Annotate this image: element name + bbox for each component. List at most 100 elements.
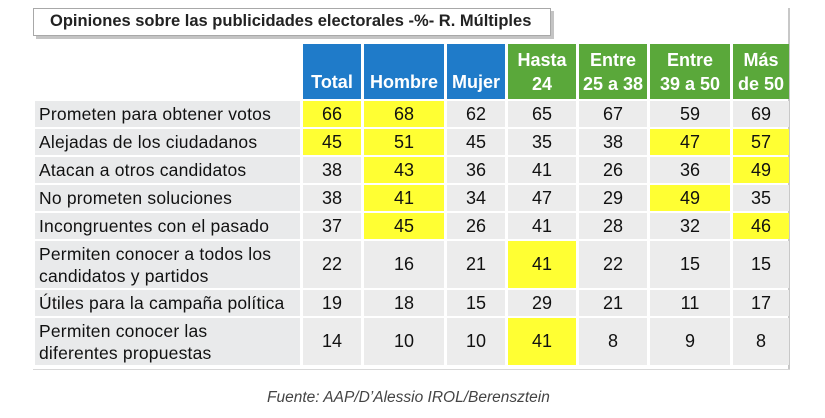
table-row: Útiles para la campaña política 19 18 15 29 2…: [35, 290, 789, 316]
column-header-line: 25 a 38: [582, 73, 644, 94]
value-cell-highlighted: 57: [733, 129, 789, 155]
value-cell: 38: [579, 129, 647, 155]
column-header-line: Más: [743, 49, 779, 70]
value-cell: 29: [579, 185, 647, 211]
value-cell: 65: [508, 101, 576, 127]
value-cell: 10: [447, 318, 505, 365]
column-header: Entre 25 a 38: [579, 44, 647, 99]
value-cell: 22: [579, 241, 647, 288]
row-label: Alejadas de los ciudadanos: [35, 129, 300, 155]
divider-right: [788, 8, 790, 370]
value-cell: 10: [364, 318, 444, 365]
value-cell-highlighted: 66: [303, 101, 361, 127]
row-label-line: Permiten conocer a todos los: [39, 243, 272, 264]
value-cell: 18: [364, 290, 444, 316]
value-cell: 32: [650, 213, 730, 239]
table-row: Incongruentes con el pasado 37 45 26 41 28 32 4…: [35, 213, 789, 239]
value-cell: 59: [650, 101, 730, 127]
value-cell: 17: [733, 290, 789, 316]
column-header: Entre 39 a 50: [650, 44, 730, 99]
column-header-line: Hasta: [517, 49, 567, 70]
value-cell: 67: [579, 101, 647, 127]
value-cell: 15: [447, 290, 505, 316]
column-header: Mujer: [447, 44, 505, 99]
column-header-line: Entre: [589, 49, 636, 70]
table-row: Prometen para obtener votos 66 68 62 65 67 59 6…: [35, 101, 789, 127]
value-cell: 38: [303, 157, 361, 183]
value-cell: 21: [447, 241, 505, 288]
header-row: Total Hombre Mujer Hasta 24 Entre 25 a 38 Entre…: [35, 44, 789, 99]
title-box: [33, 8, 551, 36]
value-cell-highlighted: 49: [733, 157, 789, 183]
column-header-line: Total: [311, 72, 353, 92]
row-label-line: diferentes propuestas: [39, 342, 212, 363]
row-label: Prometen para obtener votos: [35, 101, 300, 127]
chart-title: Opiniones sobre las publicidades elector…: [50, 12, 532, 30]
value-cell: 28: [579, 213, 647, 239]
value-cell: 34: [447, 185, 505, 211]
value-cell: 37: [303, 213, 361, 239]
row-label: Permiten conocer las diferentes propuesta…: [35, 318, 300, 365]
value-cell: 8: [733, 318, 789, 365]
value-cell-highlighted: 46: [733, 213, 789, 239]
row-label-line: Permiten conocer las: [39, 320, 208, 341]
row-label: Permiten conocer a todos los candidatos y…: [35, 241, 300, 288]
value-cell-highlighted: 51: [364, 129, 444, 155]
value-cell: 26: [447, 213, 505, 239]
value-cell: 36: [650, 157, 730, 183]
value-cell: 15: [650, 241, 730, 288]
value-cell-highlighted: 47: [650, 129, 730, 155]
column-header: Total: [303, 44, 361, 99]
value-cell: 15: [733, 241, 789, 288]
value-cell-highlighted: 43: [364, 157, 444, 183]
value-cell: 45: [447, 129, 505, 155]
value-cell-highlighted: 45: [303, 129, 361, 155]
row-label: No prometen soluciones: [35, 185, 300, 211]
value-cell: 14: [303, 318, 361, 365]
value-cell: 41: [508, 157, 576, 183]
value-cell: 69: [733, 101, 789, 127]
table-row: Atacan a otros candidatos 38 43 36 41 26 36 49: [35, 157, 789, 183]
value-cell: 8: [579, 318, 647, 365]
value-cell: 26: [579, 157, 647, 183]
value-cell: 41: [508, 213, 576, 239]
column-header: Hasta 24: [508, 44, 576, 99]
divider-bottom: [33, 369, 790, 370]
column-header-line: Entre: [666, 49, 713, 70]
table-row: Alejadas de los ciudadanos 45 51 45 35 38 47 57: [35, 129, 789, 155]
row-label: Atacan a otros candidatos: [35, 157, 300, 183]
value-cell: 47: [508, 185, 576, 211]
column-header: Más de 50: [733, 44, 789, 99]
value-cell: 38: [303, 185, 361, 211]
value-cell: 16: [364, 241, 444, 288]
value-cell: 21: [579, 290, 647, 316]
row-label: Incongruentes con el pasado: [35, 213, 300, 239]
value-cell: 35: [508, 129, 576, 155]
column-header-line: Mujer: [451, 72, 500, 92]
value-cell-highlighted: 41: [364, 185, 444, 211]
table-row: No prometen soluciones 38 41 34 47 29 49 35: [35, 185, 789, 211]
source-note: Fuente: AAP/D’Alessio IROL/Berensztein: [267, 389, 550, 406]
value-cell: 62: [447, 101, 505, 127]
value-cell-highlighted: 41: [508, 241, 576, 288]
table-row: Permiten conocer las diferentes propuesta…: [35, 318, 789, 365]
table-row: Permiten conocer a todos los candidatos y…: [35, 241, 789, 288]
header-corner: [35, 44, 300, 99]
value-cell-highlighted: 68: [364, 101, 444, 127]
value-cell: 19: [303, 290, 361, 316]
column-header: Hombre: [364, 44, 444, 99]
data-table: Total Hombre Mujer Hasta 24 Entre 25 a 38 Entre…: [32, 42, 792, 367]
value-cell: 11: [650, 290, 730, 316]
value-cell: 22: [303, 241, 361, 288]
column-header-line: Hombre: [369, 72, 438, 92]
value-cell-highlighted: 41: [508, 318, 576, 365]
value-cell-highlighted: 49: [650, 185, 730, 211]
row-label: Útiles para la campaña política: [35, 290, 300, 316]
value-cell: 9: [650, 318, 730, 365]
column-header-line: 24: [531, 73, 553, 94]
value-cell: 35: [733, 185, 789, 211]
table-body: Prometen para obtener votos 66 68 62 65 67 59 6…: [35, 101, 789, 365]
column-header-line: 39 a 50: [659, 73, 721, 94]
column-header-line: de 50: [737, 73, 785, 94]
value-cell: 29: [508, 290, 576, 316]
